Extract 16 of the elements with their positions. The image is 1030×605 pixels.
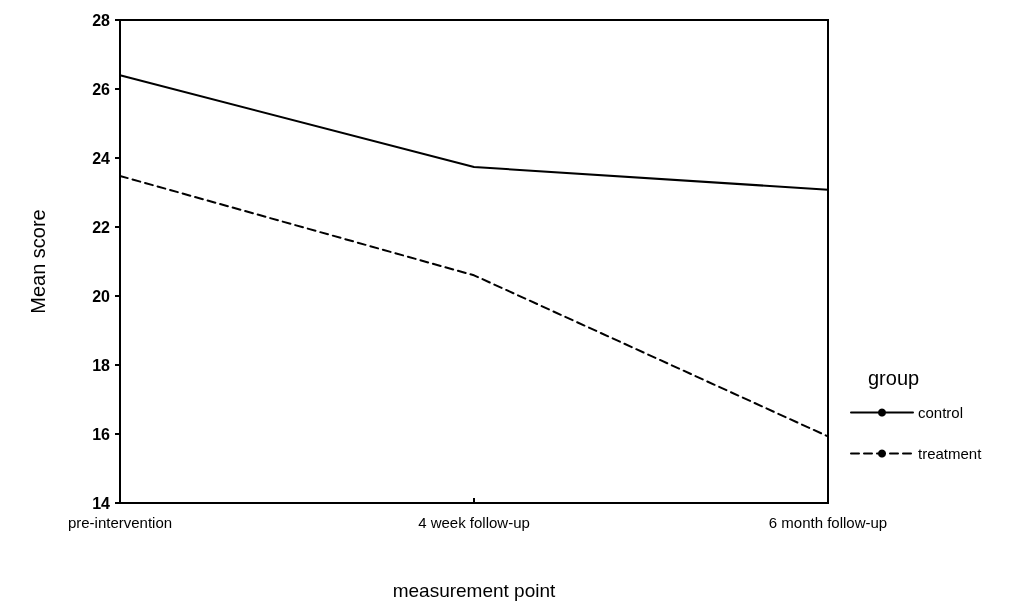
legend-label: treatment (918, 445, 983, 462)
y-tick-label: 22 (92, 218, 111, 236)
x-axis-title: measurement point (392, 580, 557, 601)
y-axis-title: Mean score (27, 209, 49, 314)
y-tick-label: 28 (92, 11, 111, 29)
legend-label: control (918, 404, 964, 421)
x-tick-label: 6 month follow-up (768, 514, 888, 531)
x-tick-label: pre-intervention (67, 514, 173, 531)
y-tick-label: 26 (92, 80, 111, 98)
y-tick-label: 14 (92, 494, 111, 512)
legend-title: group (868, 367, 920, 389)
y-tick-label: 20 (92, 287, 111, 305)
y-tick-label: 24 (92, 149, 111, 167)
y-tick-label: 18 (92, 356, 111, 374)
x-tick-label: 4 week follow-up (418, 514, 530, 531)
y-tick-label: 16 (92, 425, 111, 443)
